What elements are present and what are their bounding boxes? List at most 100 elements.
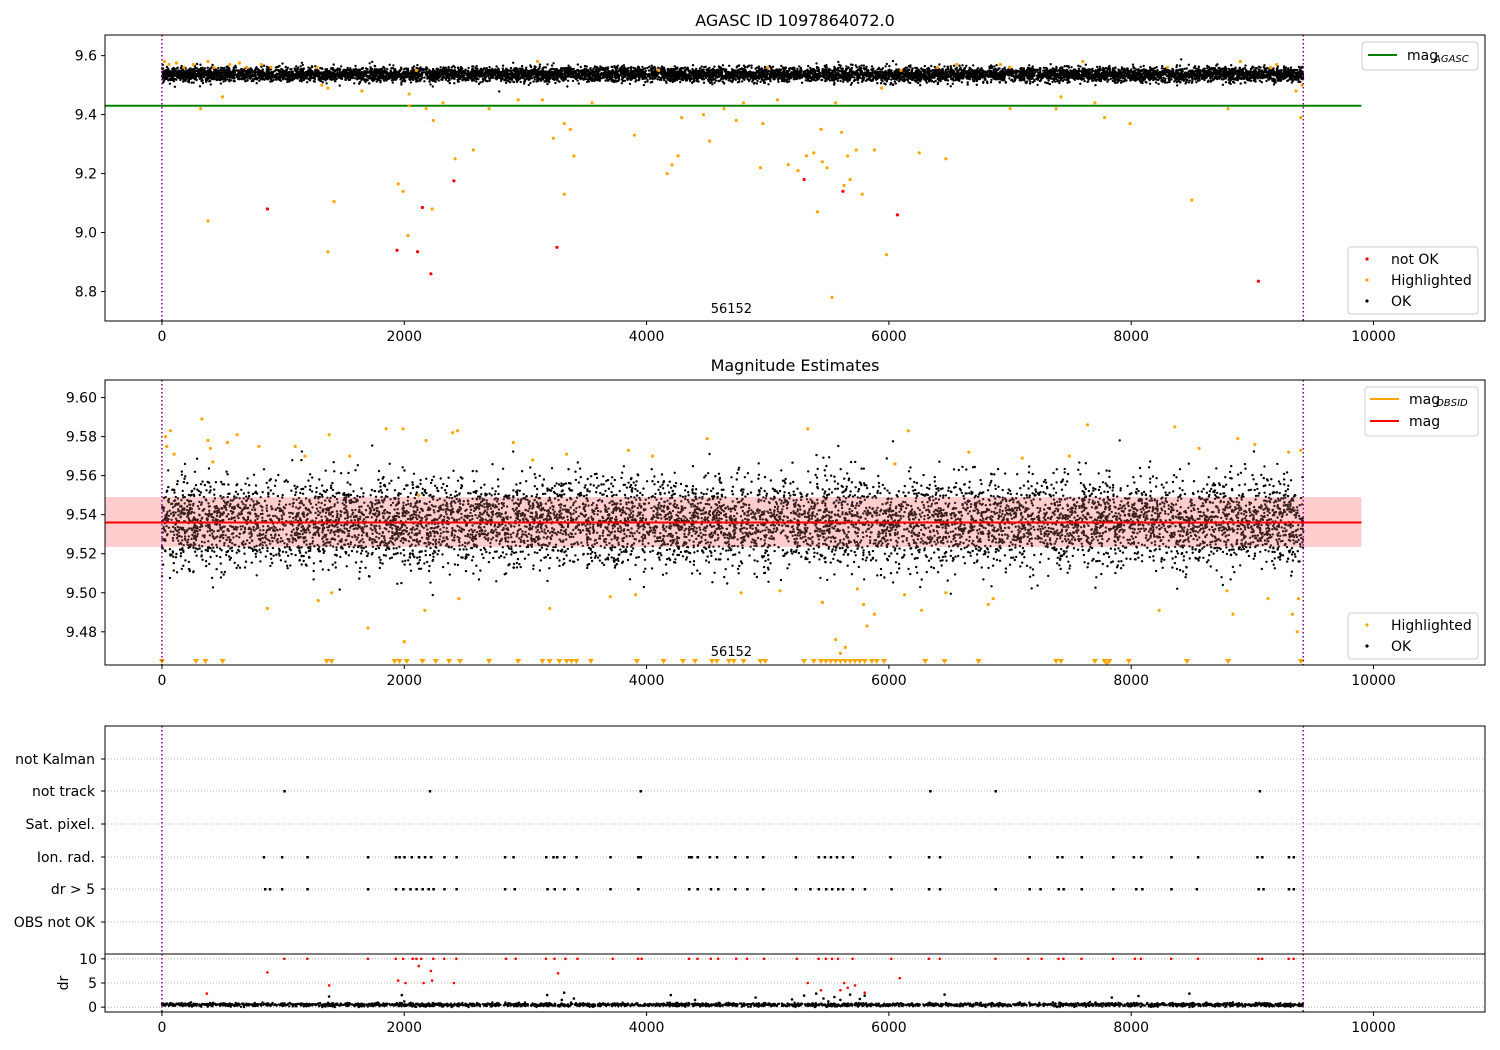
ok-point	[411, 67, 415, 71]
ok-point	[255, 82, 258, 85]
ok-point	[1168, 80, 1171, 84]
ok-point	[1211, 76, 1214, 79]
ok-point	[475, 64, 478, 68]
ok-point	[332, 63, 335, 66]
ok-point	[1109, 77, 1113, 81]
ok-point	[365, 78, 369, 82]
ok-point	[464, 69, 467, 72]
ok-point	[972, 64, 975, 67]
ok-point	[1028, 64, 1031, 67]
ok-point	[868, 78, 871, 82]
ok-point	[312, 80, 316, 83]
ok-point	[1157, 82, 1160, 86]
ok-point	[919, 84, 922, 87]
ok-point	[533, 65, 536, 68]
ok-point	[815, 65, 819, 69]
ok-point	[416, 63, 419, 67]
ok-point	[893, 80, 896, 83]
ok-point	[665, 81, 668, 85]
ok-point	[1185, 67, 1189, 70]
ok-point	[959, 68, 963, 71]
ok-point	[286, 66, 289, 70]
ok-point	[1098, 65, 1102, 69]
ok-point	[198, 85, 202, 88]
ok-point	[284, 65, 287, 69]
ok-point	[961, 64, 964, 67]
ok-point	[1051, 80, 1054, 84]
ok-point	[767, 83, 770, 86]
ok-point	[949, 85, 952, 88]
ok-point	[222, 67, 226, 70]
ok-point	[837, 60, 840, 64]
ok-point	[943, 65, 946, 68]
ok-point	[1042, 66, 1046, 70]
ok-point	[1298, 68, 1301, 71]
ok-point	[363, 70, 366, 73]
ok-point	[1178, 64, 1182, 67]
ok-point	[219, 82, 223, 85]
ok-point	[1207, 79, 1210, 82]
ok-point	[1175, 65, 1178, 69]
ok-point	[708, 66, 711, 70]
ok-point	[479, 81, 482, 84]
ok-point	[839, 66, 842, 69]
ok-point	[711, 83, 714, 86]
ok-point	[556, 77, 560, 80]
ok-point	[388, 63, 391, 66]
ok-point	[860, 64, 863, 67]
ok-point	[550, 64, 554, 67]
ok-point	[256, 73, 259, 77]
ok-point	[870, 65, 874, 68]
ok-point	[1077, 64, 1080, 68]
ok-point	[431, 85, 434, 88]
ok-point	[554, 81, 557, 85]
ok-point	[1106, 80, 1109, 83]
figure-title: AGASC ID 1097864072.0	[695, 11, 895, 30]
ok-point	[383, 67, 386, 70]
ok-point	[589, 67, 592, 70]
ok-point	[988, 67, 991, 70]
ok-point	[780, 64, 783, 68]
ok-point	[281, 62, 284, 65]
ok-point	[453, 82, 456, 85]
ok-point	[1079, 82, 1082, 86]
ok-point	[966, 81, 969, 84]
ok-point	[269, 80, 272, 83]
ok-point	[1230, 63, 1233, 67]
ok-point	[769, 80, 772, 83]
ok-point	[386, 67, 389, 71]
ok-point	[648, 77, 652, 80]
ok-point	[1170, 78, 1173, 81]
ok-point	[354, 64, 357, 68]
ok-point	[1123, 67, 1126, 70]
ok-point	[450, 77, 453, 80]
ok-point	[862, 64, 865, 67]
ok-point	[815, 62, 818, 65]
ok-point	[240, 67, 243, 71]
ok-point	[299, 65, 302, 68]
ok-point	[823, 64, 826, 68]
ok-point	[512, 80, 516, 84]
ok-point	[576, 79, 579, 82]
ok-point	[368, 62, 371, 65]
ok-point	[245, 76, 249, 79]
ok-point	[1038, 69, 1042, 72]
ok-point	[477, 82, 481, 86]
ok-point	[587, 80, 591, 83]
ok-point	[509, 66, 513, 70]
ok-point	[771, 65, 775, 69]
ok-point	[373, 64, 376, 68]
ok-point	[436, 68, 439, 71]
ok-point	[1063, 78, 1066, 81]
ok-point	[1051, 77, 1054, 80]
ok-points	[160, 58, 1305, 93]
ok-point	[209, 83, 212, 86]
ok-point	[1280, 69, 1283, 72]
ok-point	[1154, 81, 1158, 84]
ok-point	[467, 78, 470, 82]
ok-point	[1084, 63, 1088, 66]
ok-point	[1243, 67, 1247, 70]
ok-point	[993, 65, 996, 68]
ok-point	[1119, 81, 1123, 84]
